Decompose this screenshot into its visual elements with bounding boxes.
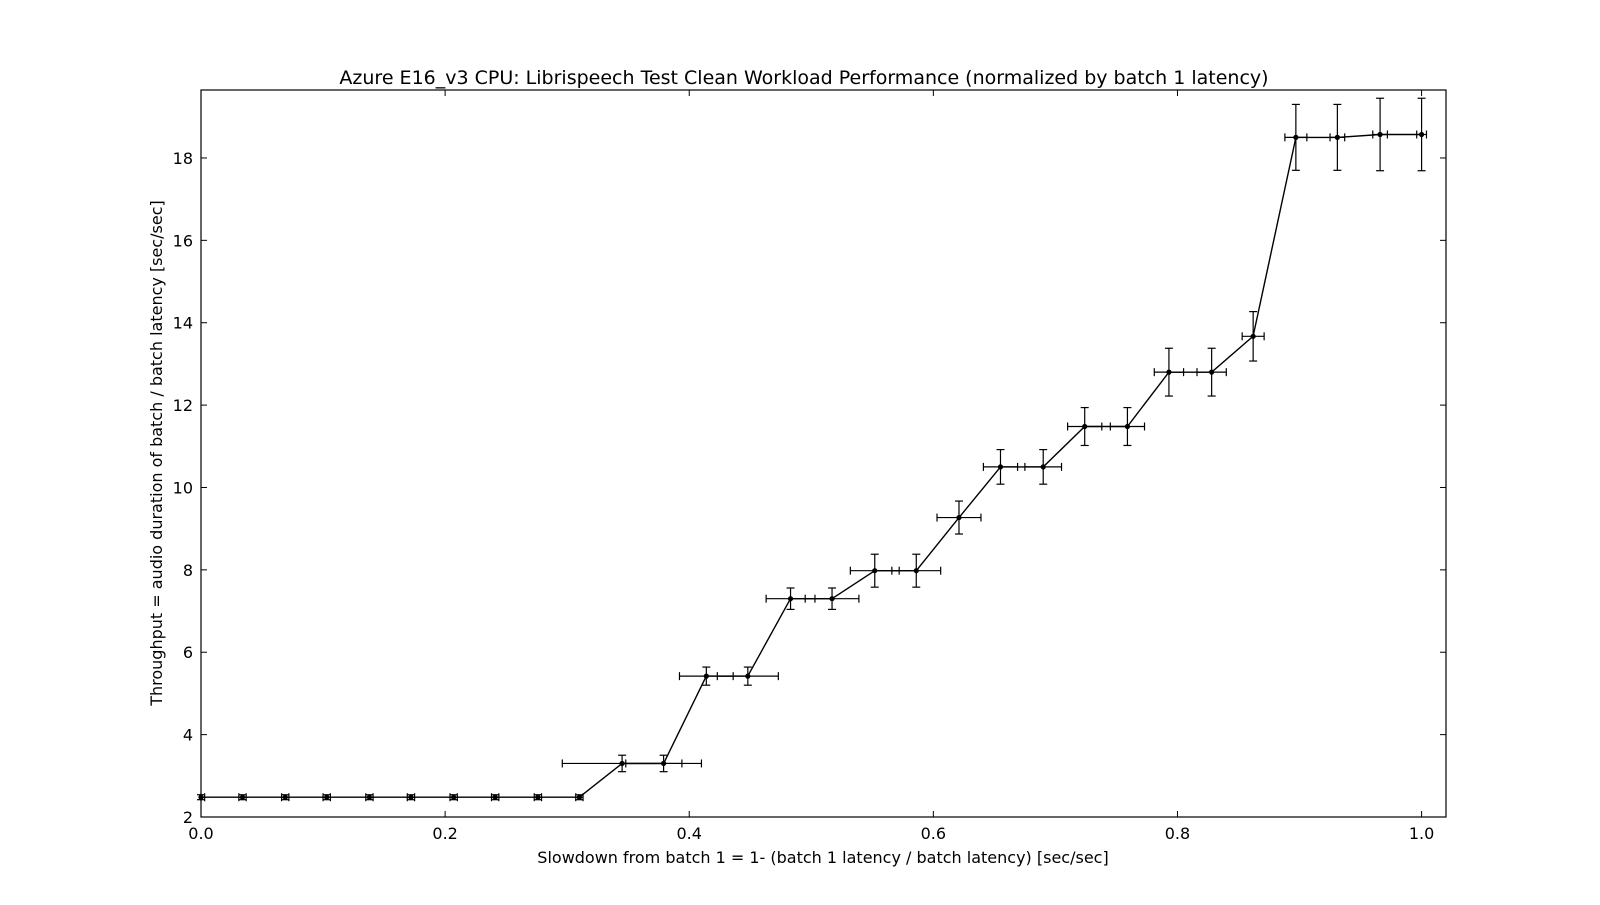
data-point-group xyxy=(280,793,290,802)
y-tick-label: 8 xyxy=(183,561,193,580)
data-point xyxy=(913,568,919,574)
data-point-group xyxy=(936,500,982,535)
data-point-group xyxy=(575,793,584,802)
data-point-group xyxy=(982,448,1019,485)
data-point xyxy=(282,794,288,800)
data-point xyxy=(239,794,246,800)
data-point-group xyxy=(197,793,206,802)
data-point-group xyxy=(365,793,374,802)
data-point-group xyxy=(406,793,416,802)
data-point xyxy=(1334,134,1340,140)
x-axis: 0.0 0.2 0.4 0.6 0.8 1.0 xyxy=(188,90,1434,843)
data-point-group xyxy=(849,553,900,588)
data-point-group xyxy=(1153,347,1185,397)
data-point-group xyxy=(716,666,779,686)
data-point-group xyxy=(1109,406,1146,447)
data-point xyxy=(366,794,373,800)
y-tick-label: 2 xyxy=(183,808,193,827)
data-point xyxy=(492,794,498,800)
data-point-group xyxy=(1329,103,1346,171)
series-line xyxy=(201,133,1422,798)
y-tick-label: 6 xyxy=(183,643,193,662)
data-point xyxy=(408,794,414,800)
x-tick-label: 0.6 xyxy=(921,824,946,843)
data-point xyxy=(1418,131,1425,138)
y-axis-label: Throughput = audio duration of batch / b… xyxy=(147,200,166,707)
series-layer xyxy=(197,97,1428,802)
x-tick-label: 0.0 xyxy=(188,824,213,843)
data-point-group xyxy=(804,587,860,611)
data-point xyxy=(872,568,878,574)
data-point xyxy=(829,596,835,602)
data-point xyxy=(619,760,625,767)
data-point xyxy=(324,794,330,800)
y-tick-label: 18 xyxy=(173,149,193,168)
data-point xyxy=(745,673,751,679)
data-point xyxy=(1293,134,1299,140)
y-tick-label: 16 xyxy=(173,231,193,250)
data-point-group xyxy=(1416,97,1428,172)
data-point xyxy=(956,514,962,521)
data-point xyxy=(661,760,667,767)
plot-frame xyxy=(200,89,1447,818)
data-point-group xyxy=(1284,103,1308,171)
data-point-group xyxy=(322,793,331,802)
x-tick-label: 0.4 xyxy=(677,824,702,843)
data-point xyxy=(451,794,457,800)
data-point xyxy=(198,794,204,800)
data-point xyxy=(1377,131,1383,138)
x-tick-label: 0.2 xyxy=(432,824,457,843)
x-tick-label: 1.0 xyxy=(1409,824,1434,843)
y-tick-label: 14 xyxy=(173,314,193,333)
data-point-group xyxy=(1372,97,1389,172)
data-point xyxy=(576,794,582,800)
data-point xyxy=(1166,369,1172,375)
x-tick-label: 0.8 xyxy=(1165,824,1190,843)
data-point xyxy=(1124,423,1131,430)
data-point-group xyxy=(1241,311,1265,362)
y-tick-label: 10 xyxy=(173,478,193,497)
x-axis-label: Slowdown from batch 1 = 1- (batch 1 late… xyxy=(537,848,1108,867)
data-point xyxy=(1250,333,1256,339)
data-point-group xyxy=(1196,347,1227,397)
y-axis: 2 4 6 8 10 12 14 16 18 xyxy=(173,149,1446,827)
data-point xyxy=(535,794,541,800)
data-point-group xyxy=(490,793,500,802)
data-point-group xyxy=(625,754,703,773)
y-tick-label: 4 xyxy=(183,726,193,745)
data-point-group xyxy=(533,793,543,802)
chart-title: Azure E16_v3 CPU: Librispeech Test Clean… xyxy=(339,67,1268,89)
data-point-group xyxy=(1024,448,1063,485)
data-point-group xyxy=(449,793,458,802)
data-point xyxy=(1040,464,1046,470)
data-point-group xyxy=(561,754,683,773)
data-point xyxy=(997,464,1004,470)
data-point xyxy=(703,673,709,679)
data-point xyxy=(1082,423,1088,430)
data-point-group xyxy=(238,793,247,802)
data-point xyxy=(787,596,794,602)
y-tick-label: 12 xyxy=(173,396,193,415)
data-point-group xyxy=(1067,406,1103,447)
data-point-group xyxy=(891,553,942,588)
data-point xyxy=(1209,369,1215,375)
